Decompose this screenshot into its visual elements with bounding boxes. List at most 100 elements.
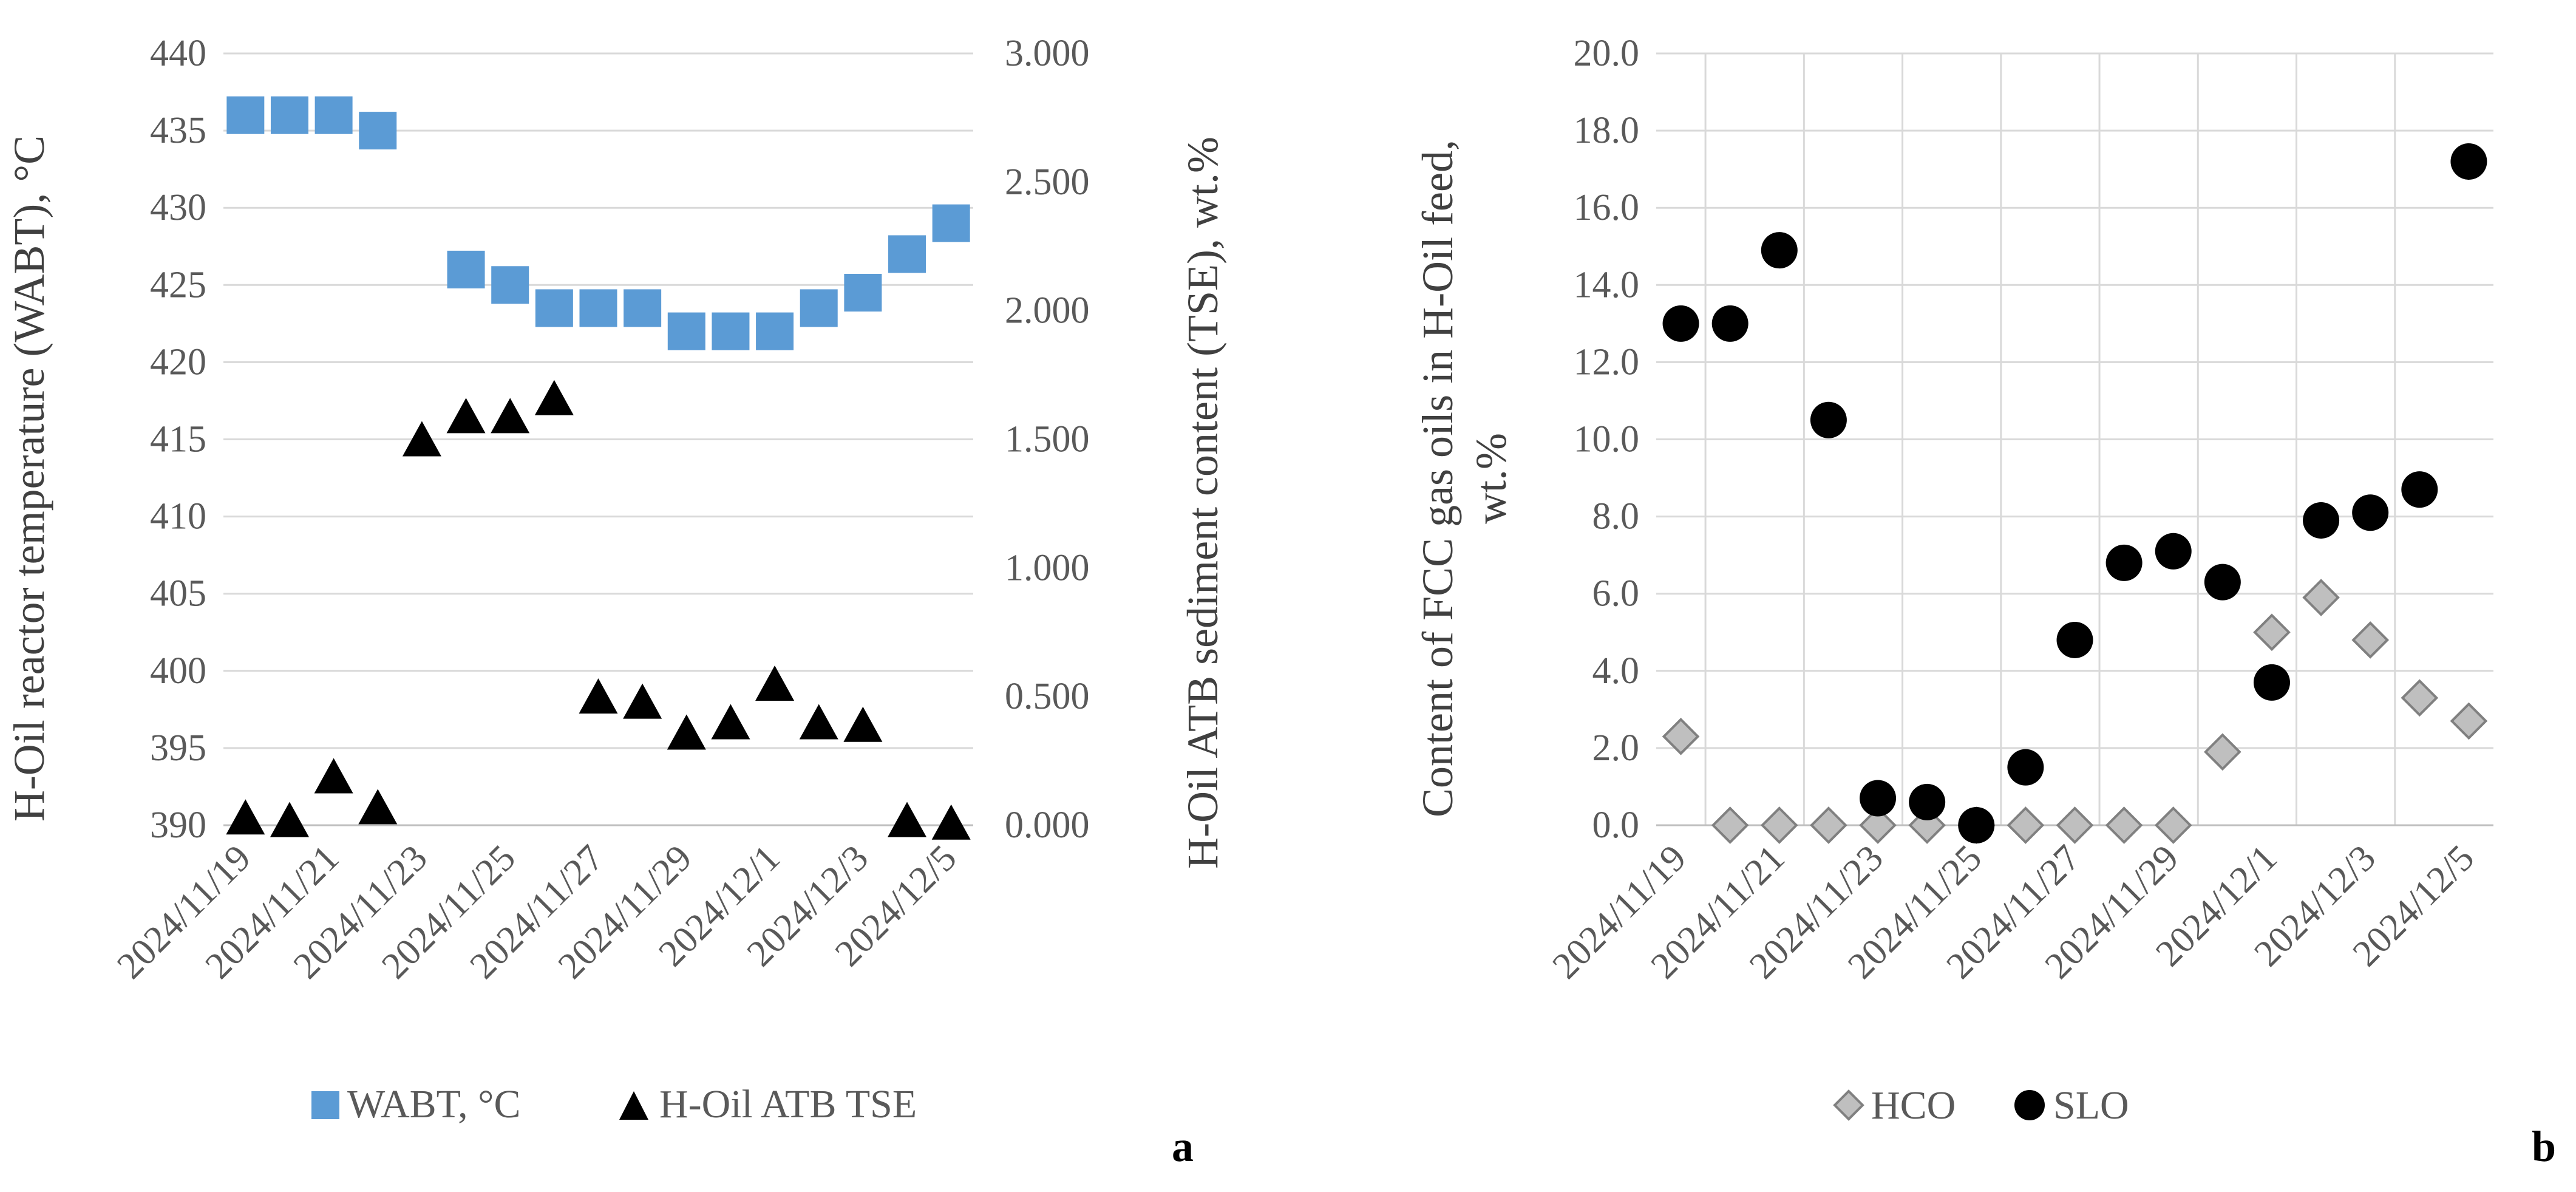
slo-point: [2007, 749, 2044, 786]
slo-point: [2253, 664, 2290, 701]
chart-b-y-axis-title-line2: wt.%: [1467, 433, 1515, 524]
y-left-tick-label: 440: [150, 33, 206, 74]
chart-a-left-tick-labels: 390 395 400 405 410 415 420 425 430 435 440: [150, 33, 206, 846]
wabt-point: [314, 96, 353, 134]
slo-point: [2204, 564, 2241, 601]
y-right-tick-label: 0.500: [1005, 676, 1090, 717]
slo-point: [2401, 471, 2438, 508]
chart-b-y-axis-title-line1: Content of FCC gas oils in H-Oil feed,: [1413, 140, 1462, 817]
wabt-point: [270, 96, 308, 134]
tse-point: [799, 704, 838, 740]
y-right-tick-label: 1.000: [1005, 547, 1090, 588]
y-tick-label: 12.0: [1574, 341, 1640, 383]
chart-b: 0.02.04.06.08.010.012.014.016.018.020.0 …: [1413, 33, 2556, 1171]
slo-point: [1711, 305, 1748, 342]
tse-point: [579, 678, 618, 714]
chart-a-x-tick-labels: 2024/11/192024/11/212024/11/232024/11/25…: [109, 837, 965, 987]
chart-b-gridlines: [1656, 52, 2493, 826]
wabt-point: [491, 266, 529, 304]
y-left-tick-label: 395: [150, 727, 206, 769]
y-tick-label: 10.0: [1574, 419, 1640, 460]
y-left-tick-label: 430: [150, 187, 206, 228]
tse-point: [358, 789, 398, 825]
chart-b-x-tick-labels: 2024/11/192024/11/212024/11/232024/11/25…: [1545, 837, 2482, 987]
y-left-tick-label: 425: [150, 264, 206, 305]
y-left-tick-label: 390: [150, 805, 206, 846]
slo-point: [2352, 494, 2389, 531]
legend-tse-label: H-Oil ATB TSE: [659, 1082, 917, 1126]
y-left-tick-label: 410: [150, 496, 206, 537]
wabt-point: [667, 312, 705, 350]
tse-point: [270, 802, 309, 837]
hco-point: [2302, 579, 2340, 616]
tse-point: [314, 758, 353, 794]
chart-b-legend: HCO SLO: [1833, 1083, 2129, 1128]
wabt-point: [535, 289, 573, 327]
chart-a-left-axis-title: H-Oil reactor temperature (WABT), °C: [5, 135, 53, 822]
wabt-point: [579, 289, 617, 327]
wabt-point: [712, 312, 750, 350]
slo-point: [1958, 807, 1995, 843]
slo-point: [2056, 621, 2093, 658]
y-right-tick-label: 1.500: [1005, 419, 1090, 460]
tse-point: [711, 704, 750, 740]
wabt-point: [226, 96, 265, 134]
legend-wabt-label: WABT, °C: [347, 1082, 521, 1126]
tse-point: [667, 714, 706, 750]
y-tick-label: 0.0: [1592, 805, 1640, 846]
tse-point: [491, 398, 530, 434]
tse-point: [888, 802, 927, 837]
wabt-point: [844, 274, 882, 312]
hco-point: [1711, 806, 1749, 844]
tse-point: [755, 665, 795, 701]
slo-point: [2105, 544, 2143, 581]
hco-point: [2351, 621, 2390, 659]
y-tick-label: 6.0: [1592, 573, 1640, 615]
chart-a-marks: [226, 96, 971, 840]
wabt-point: [888, 235, 926, 273]
y-right-tick-label: 0.000: [1005, 805, 1090, 846]
tse-point: [402, 421, 441, 457]
panel-label-a: a: [1172, 1122, 1194, 1171]
y-left-tick-label: 435: [150, 110, 206, 151]
chart-b-y-tick-labels: 0.0 2.0 4.0 6.0 8.0 10.0 12.0 14.0 16.0 18.0 20.0: [1574, 33, 1640, 846]
chart-a-right-axis-title: H-Oil ATB sediment content (TSE), wt.%: [1178, 137, 1227, 869]
hco-point: [2154, 806, 2192, 844]
legend-slo-label: SLO: [2053, 1083, 2129, 1128]
y-tick-label: 20.0: [1574, 33, 1640, 74]
y-right-tick-label: 2.000: [1005, 290, 1090, 332]
hco-point: [1760, 806, 1798, 844]
slo-point: [1662, 305, 1699, 342]
y-left-tick-label: 400: [150, 650, 206, 692]
hco-point: [2007, 806, 2045, 844]
hco-point: [2253, 613, 2291, 652]
hco-point: [2450, 702, 2488, 740]
hco-point: [1810, 806, 1847, 844]
tse-point: [534, 380, 574, 415]
slo-point: [1761, 232, 1798, 269]
hco-point: [1859, 806, 1897, 844]
slo-point: [2155, 533, 2192, 570]
y-tick-label: 4.0: [1592, 650, 1640, 692]
legend-hco-marker: [1833, 1089, 1864, 1121]
chart-a-legend: WABT, °C H-Oil ATB TSE: [311, 1082, 917, 1126]
y-tick-label: 18.0: [1574, 110, 1640, 151]
tse-point: [226, 799, 265, 835]
wabt-point: [624, 289, 662, 327]
tse-point: [843, 706, 883, 742]
wabt-point: [932, 204, 970, 242]
hco-point: [1662, 718, 1700, 755]
wabt-point: [359, 112, 397, 150]
legend-tse-marker: [619, 1091, 648, 1120]
tse-point: [446, 398, 486, 434]
y-tick-label: 14.0: [1574, 264, 1640, 305]
slo-point: [1810, 401, 1847, 438]
wabt-point: [447, 250, 485, 288]
legend-hco-label: HCO: [1871, 1083, 1956, 1128]
panel-label-b: b: [2532, 1122, 2556, 1171]
slo-point: [2303, 502, 2340, 539]
wabt-point: [800, 289, 838, 327]
slo-point: [1909, 783, 1946, 820]
